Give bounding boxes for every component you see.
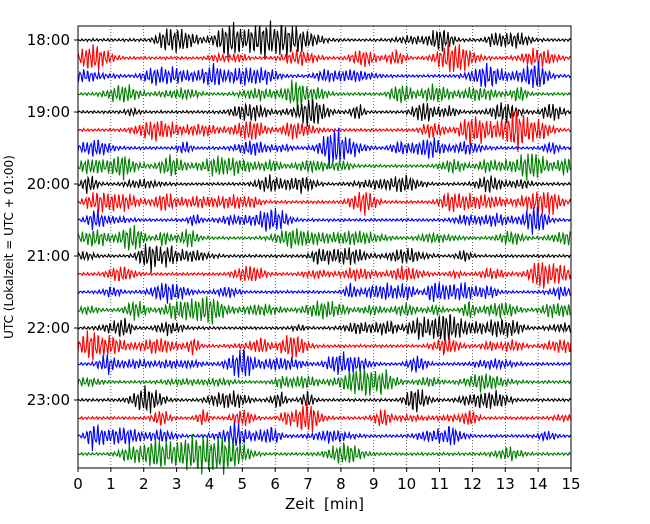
x-tick-label: 2 — [139, 475, 149, 493]
x-tick-label: 6 — [270, 475, 280, 493]
x-tick-label: 10 — [397, 475, 416, 493]
x-tick-label: 0 — [73, 475, 83, 493]
x-tick-label: 7 — [303, 475, 313, 493]
trace-line — [77, 313, 572, 342]
y-axis-label: UTC (Lokalzeit = UTC + 01:00) — [2, 155, 16, 339]
y-tick-label: 20:00 — [27, 175, 70, 193]
trace-line — [77, 153, 571, 181]
trace-line — [77, 422, 571, 451]
y-tick-label: 22:00 — [27, 319, 70, 337]
y-tick-label: 18:00 — [27, 31, 70, 49]
trace-line — [77, 191, 572, 216]
y-tick-label: 23:00 — [27, 391, 70, 409]
trace-line — [77, 385, 571, 414]
trace-line — [77, 433, 571, 475]
trace-line — [77, 206, 571, 235]
x-tick-label: 12 — [463, 475, 482, 493]
trace-layer — [77, 20, 572, 475]
trace-line — [77, 400, 572, 433]
x-tick-label: 1 — [106, 475, 116, 493]
trace-line — [77, 20, 572, 60]
trace-line — [77, 127, 572, 169]
x-tick-label: 14 — [529, 475, 548, 493]
y-tick-label: 21:00 — [27, 247, 70, 265]
trace-line — [77, 43, 571, 73]
x-tick-label: 8 — [336, 475, 346, 493]
trace-line — [77, 109, 571, 153]
y-tick-label: 19:00 — [27, 103, 70, 121]
trace-line — [77, 79, 571, 110]
trace-line — [77, 224, 571, 251]
x-tick-label: 9 — [369, 475, 379, 493]
trace-line — [77, 174, 571, 195]
trace-line — [77, 99, 572, 127]
axes: 0 1 2 3 4 5 6 7 8 9 10 11 12 13 14 1518:0019:0020:0021:… — [27, 31, 581, 493]
trace-line — [77, 282, 571, 304]
x-tick-label: 4 — [205, 475, 215, 493]
x-tick-label: 3 — [172, 475, 182, 493]
trace-line — [77, 296, 571, 325]
trace-line — [77, 349, 571, 378]
plot-frame — [77, 25, 572, 469]
trace-line — [77, 369, 572, 396]
x-tick-label: 13 — [496, 475, 515, 493]
x-tick-label: 5 — [238, 475, 248, 493]
x-tick-label: 11 — [430, 475, 449, 493]
trace-line — [77, 243, 571, 273]
trace-line — [77, 330, 572, 361]
trace-line — [77, 61, 571, 89]
x-axis-label: Zeit [min] — [285, 495, 364, 513]
trace-line — [77, 262, 572, 289]
x-tick-label: 15 — [561, 475, 580, 493]
